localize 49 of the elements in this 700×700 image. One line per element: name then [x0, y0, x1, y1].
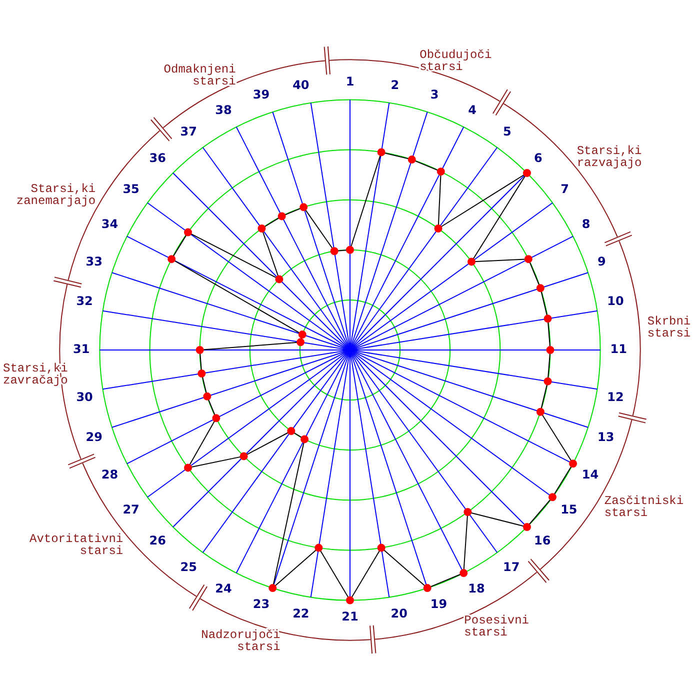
spoke-label: 21: [342, 610, 358, 624]
spoke-label: 23: [252, 596, 270, 611]
spoke-label: 39: [252, 87, 270, 102]
spoke-label: 18: [468, 581, 485, 596]
spoke-label: 17: [503, 560, 520, 574]
spoke-label: 4: [468, 102, 477, 117]
spoke-label: 27: [122, 502, 140, 516]
spoke-label: 25: [180, 560, 197, 574]
spoke-label: 9: [598, 254, 606, 268]
spoke-label: 24: [215, 581, 232, 596]
spoke-label: 36: [149, 150, 166, 165]
spoke-label: 30: [76, 390, 93, 404]
spoke-label: 29: [86, 430, 102, 444]
spoke-label: 1: [346, 74, 354, 89]
text: Starsi,ki razvajajo: [576, 144, 642, 170]
spoke-label: 11: [610, 342, 628, 356]
spoke-label: 26: [149, 533, 166, 548]
spoke-label: 7: [560, 182, 569, 196]
spoke-label: 20: [390, 606, 408, 620]
spoke-label: 33: [86, 254, 102, 268]
text: Skrbni starsi: [647, 314, 691, 341]
spoke-label: 3: [430, 87, 439, 102]
spoke-label: 35: [122, 182, 140, 196]
text: Avtoritativni starsi: [30, 532, 124, 558]
spoke-label: 13: [598, 430, 614, 444]
spoke-label: 28: [101, 468, 118, 482]
spoke-label: 2: [390, 78, 400, 92]
spoke-label: 22: [292, 606, 310, 620]
text: Zasčitniski starsi: [604, 494, 684, 520]
text: Odmaknjeni starsi: [164, 62, 236, 88]
spoke-label: 12: [607, 390, 624, 404]
spoke-label: 38: [215, 102, 232, 117]
spoke-label: 31: [72, 342, 90, 356]
spoke-label: 15: [560, 502, 578, 516]
spoke-label: 37: [180, 124, 197, 138]
text: Starsi,ki zanemarjajo: [16, 182, 96, 208]
spoke-label: 32: [76, 294, 93, 308]
spoke-label: 6: [534, 150, 542, 165]
spoke-label: 14: [582, 468, 599, 482]
spoke-label: 8: [582, 216, 590, 231]
text: Posesivni starsi: [464, 614, 529, 640]
spoke-label: 16: [534, 533, 551, 548]
spoke-label: 10: [607, 294, 624, 308]
spoke-label: 40: [292, 78, 310, 92]
spoke-label: 19: [430, 596, 448, 611]
text: Nadzorujoči starsi: [201, 628, 280, 654]
spoke-label: 5: [503, 124, 512, 138]
text: Občudujoči starsi: [420, 48, 492, 74]
spoke-label: 34: [101, 216, 118, 231]
